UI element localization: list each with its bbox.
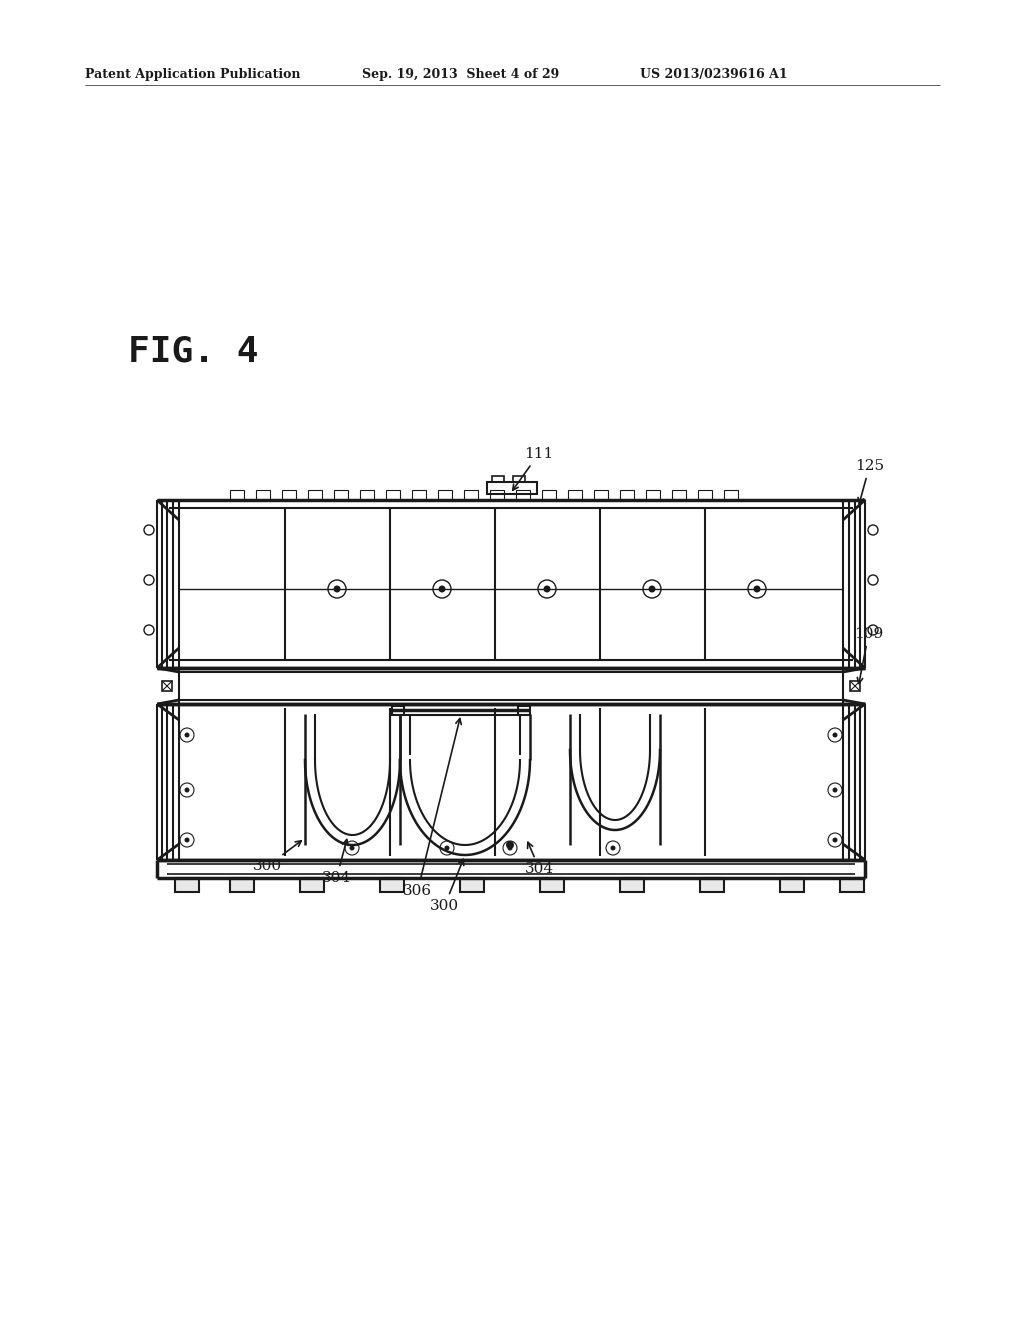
Circle shape [833, 837, 838, 842]
Text: 111: 111 [513, 447, 553, 490]
Bar [780, 878, 804, 892]
Bar [850, 681, 860, 690]
Bar [518, 706, 530, 715]
Text: US 2013/0239616 A1: US 2013/0239616 A1 [640, 69, 787, 81]
Text: Patent Application Publication: Patent Application Publication [85, 69, 300, 81]
Bar [412, 490, 426, 500]
Bar [300, 878, 324, 892]
Bar [334, 490, 348, 500]
Text: 304: 304 [525, 842, 554, 876]
Bar [360, 490, 374, 500]
Bar [256, 490, 270, 500]
Bar [513, 477, 525, 482]
Bar [490, 490, 504, 500]
Bar [568, 490, 582, 500]
Text: 109: 109 [854, 627, 884, 684]
Circle shape [444, 846, 450, 850]
Bar [698, 490, 712, 500]
Text: 125: 125 [855, 459, 884, 503]
Bar [620, 878, 644, 892]
Bar [460, 878, 484, 892]
Bar [162, 681, 172, 690]
Circle shape [184, 837, 189, 842]
Circle shape [610, 846, 615, 850]
Bar [620, 490, 634, 500]
Bar [724, 490, 738, 500]
Bar [516, 490, 530, 500]
Bar [230, 490, 244, 500]
Circle shape [648, 586, 655, 593]
Bar [308, 490, 322, 500]
Circle shape [754, 586, 761, 593]
Text: 300: 300 [430, 859, 464, 913]
Bar [492, 477, 504, 482]
Circle shape [508, 846, 512, 850]
Text: Sep. 19, 2013  Sheet 4 of 29: Sep. 19, 2013 Sheet 4 of 29 [362, 69, 559, 81]
Circle shape [833, 733, 838, 738]
Circle shape [184, 788, 189, 792]
Bar [542, 490, 556, 500]
Text: 304: 304 [322, 840, 351, 884]
Bar [487, 482, 537, 494]
Bar [646, 490, 660, 500]
Bar [282, 490, 296, 500]
Bar [230, 878, 254, 892]
Text: FIG. 4: FIG. 4 [128, 335, 258, 370]
Circle shape [833, 788, 838, 792]
Text: 300: 300 [253, 841, 301, 873]
Bar [392, 706, 404, 715]
Circle shape [334, 586, 341, 593]
Bar [672, 490, 686, 500]
Circle shape [184, 733, 189, 738]
Circle shape [349, 846, 354, 850]
Bar [386, 490, 400, 500]
Text: 306: 306 [403, 718, 461, 898]
Bar [438, 490, 452, 500]
Bar [540, 878, 564, 892]
Bar [594, 490, 608, 500]
Bar [380, 878, 404, 892]
Bar [464, 490, 478, 500]
Circle shape [544, 586, 551, 593]
Circle shape [506, 841, 514, 849]
Circle shape [438, 586, 445, 593]
Bar [175, 878, 199, 892]
Bar [840, 878, 864, 892]
Bar [700, 878, 724, 892]
